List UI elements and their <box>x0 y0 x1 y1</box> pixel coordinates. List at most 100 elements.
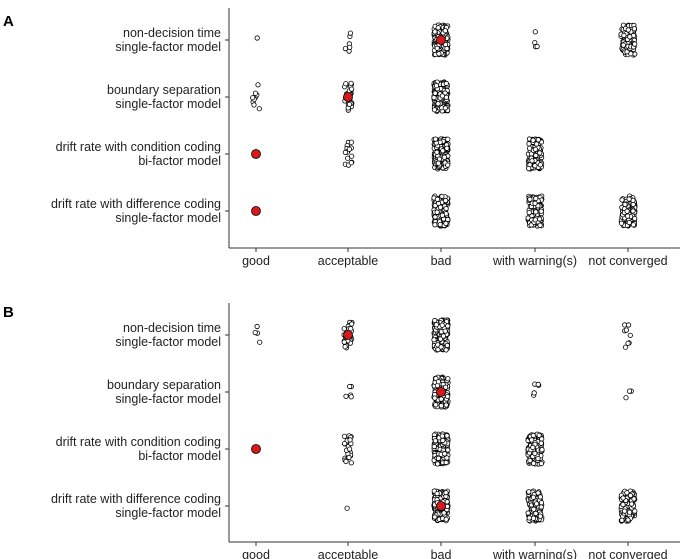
data-point <box>537 494 544 500</box>
data-point <box>535 455 541 462</box>
x-tick-label: with warning(s) <box>492 254 577 268</box>
data-point <box>431 107 438 113</box>
data-point <box>526 515 532 521</box>
data-point <box>619 197 625 203</box>
data-point <box>626 388 633 394</box>
data-point <box>442 451 448 457</box>
data-point <box>626 220 632 226</box>
x-tick-label: acceptable <box>318 548 379 559</box>
panel-letter: A <box>3 13 14 30</box>
data-point <box>439 433 445 439</box>
data-point <box>443 516 449 522</box>
data-point <box>347 30 353 36</box>
data-point <box>533 510 539 517</box>
data-point <box>347 44 353 50</box>
y-tick-label-line: drift rate with condition coding <box>56 140 221 154</box>
data-point <box>444 45 450 52</box>
data-point <box>436 156 443 162</box>
data-point <box>630 208 636 214</box>
data-point <box>632 41 638 47</box>
data-point <box>527 457 533 464</box>
data-point <box>437 204 444 210</box>
data-point <box>537 513 543 519</box>
data-point <box>250 95 256 101</box>
data-point <box>620 501 626 508</box>
data-point <box>621 508 628 514</box>
data-point <box>526 141 532 147</box>
data-point <box>536 216 543 222</box>
y-tick-label: drift rate with condition coding bi-facto… <box>56 435 221 463</box>
data-point <box>441 510 447 516</box>
data-point <box>341 440 348 447</box>
data-point <box>444 393 451 399</box>
data-point <box>530 460 537 466</box>
data-point <box>624 208 630 214</box>
y-tick-label-line: bi-factor model <box>138 154 221 168</box>
y-tick-label: drift rate with condition coding bi-facto… <box>56 140 221 168</box>
x-tick-label: not converged <box>588 254 667 268</box>
data-point <box>442 197 449 204</box>
data-point <box>536 432 542 438</box>
data-point <box>346 146 352 152</box>
data-point <box>625 517 631 523</box>
data-point <box>631 26 638 32</box>
data-point <box>440 437 446 443</box>
data-point <box>344 155 351 161</box>
data-point <box>432 514 438 520</box>
data-point <box>623 395 629 401</box>
data-point <box>431 337 437 343</box>
data-point <box>349 153 355 159</box>
data-point <box>538 208 544 214</box>
x-tick-label: acceptable <box>318 254 379 268</box>
data-point <box>627 492 634 499</box>
data-point <box>439 93 445 99</box>
data-point <box>438 344 444 350</box>
data-point <box>435 101 441 107</box>
y-tick-label-line: non-decision time <box>123 321 221 335</box>
data-point <box>442 105 448 111</box>
data-point <box>530 137 536 143</box>
highlight-point <box>343 330 353 340</box>
data-point <box>526 489 532 495</box>
y-tick-label: boundary separation single-factor model <box>107 378 221 406</box>
data-point <box>533 141 540 147</box>
data-point <box>436 51 442 57</box>
data-point <box>532 146 539 152</box>
data-point <box>348 86 355 92</box>
data-point <box>433 322 439 328</box>
panel-letter: B <box>3 304 14 321</box>
highlight-point <box>251 149 261 159</box>
data-point <box>431 443 437 450</box>
data-point <box>526 210 532 216</box>
y-tick-label-line: drift rate with condition coding <box>56 435 221 449</box>
data-point <box>443 220 449 226</box>
data-point <box>445 447 451 453</box>
data-point <box>622 201 628 207</box>
data-point <box>530 494 537 500</box>
data-point <box>627 34 633 40</box>
data-point <box>435 160 441 166</box>
data-point <box>445 162 451 168</box>
data-point <box>538 440 544 446</box>
y-tick-label-line: single-factor model <box>115 335 221 349</box>
data-point <box>346 101 353 107</box>
y-tick-label-line: single-factor model <box>115 392 221 406</box>
data-point <box>622 344 629 350</box>
y-tick-label: drift rate with difference coding single-… <box>51 197 221 225</box>
data-point <box>620 42 627 48</box>
data-point <box>432 136 439 142</box>
data-point <box>343 393 349 399</box>
data-point <box>533 152 539 159</box>
data-point <box>534 43 540 50</box>
data-point <box>435 25 441 31</box>
y-tick-label-line: single-factor model <box>115 40 221 54</box>
data-point <box>435 461 441 467</box>
data-point <box>251 102 257 108</box>
data-point <box>347 383 353 390</box>
data-point <box>432 29 438 35</box>
data-point <box>434 196 440 202</box>
data-point <box>348 326 354 332</box>
data-point <box>526 145 533 151</box>
data-point <box>625 27 631 33</box>
